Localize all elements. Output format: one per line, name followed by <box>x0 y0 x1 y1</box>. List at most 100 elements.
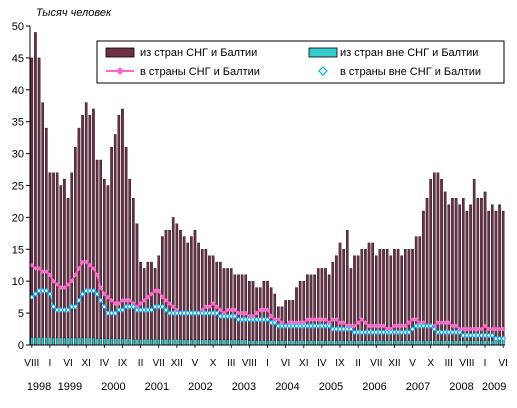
bar-cis-in <box>440 178 443 346</box>
point-noncis-out <box>435 329 441 336</box>
point-noncis-out <box>43 287 50 294</box>
bar-noncis-in <box>400 340 403 346</box>
bar-cis-in <box>66 198 70 346</box>
point-cis-out <box>214 304 220 310</box>
bar-cis-in <box>226 268 229 346</box>
bar-cis-in <box>81 115 84 346</box>
bar-noncis-in <box>211 339 215 346</box>
x-year-label: 1999 <box>58 381 82 393</box>
x-month-label: X <box>427 358 434 369</box>
bar-noncis-in <box>142 339 146 346</box>
bar-noncis-in <box>226 339 229 346</box>
bar-noncis-in <box>95 338 99 346</box>
point-cis-out <box>489 326 495 332</box>
bar-noncis-in <box>215 339 219 346</box>
point-noncis-out <box>406 329 412 336</box>
point-noncis-out <box>355 329 361 336</box>
bar-noncis-in <box>146 339 150 346</box>
point-cis-out <box>83 259 89 265</box>
point-noncis-out <box>373 329 380 336</box>
point-cis-out <box>235 310 242 316</box>
bar-noncis-in <box>233 339 237 346</box>
point-noncis-out <box>170 310 177 316</box>
point-cis-out <box>47 272 53 278</box>
bar-cis-in <box>84 102 88 346</box>
point-cis-out <box>304 316 310 323</box>
bar-noncis-in <box>121 338 124 346</box>
bar-cis-in <box>204 249 208 346</box>
point-noncis-out <box>427 323 434 329</box>
point-noncis-out <box>395 329 401 336</box>
bar-cis-in <box>161 236 164 346</box>
point-cis-out <box>322 316 329 323</box>
point-noncis-out <box>445 329 452 336</box>
bar-noncis-in <box>81 337 84 346</box>
bar-cis-in <box>229 268 233 346</box>
point-noncis-out <box>65 307 71 313</box>
point-noncis-out <box>340 326 347 332</box>
bar-noncis-in <box>30 337 34 346</box>
point-noncis-out <box>496 335 503 342</box>
point-cis-out <box>112 300 118 307</box>
bar-noncis-in <box>389 340 393 346</box>
x-year-label: 2002 <box>188 381 212 393</box>
bar-cis-in <box>124 147 128 346</box>
bar-noncis-in <box>302 340 306 346</box>
point-cis-out <box>359 316 365 323</box>
point-noncis-out <box>148 307 155 313</box>
bar-noncis-in <box>84 337 88 346</box>
point-cis-out <box>141 297 147 303</box>
point-noncis-out <box>134 307 140 313</box>
x-month-label: VII <box>370 358 382 369</box>
bar-noncis-in <box>324 340 327 346</box>
y-tick-label: 10 <box>12 276 24 288</box>
bar-cis-in <box>37 57 41 346</box>
point-cis-out <box>32 265 38 271</box>
bar-noncis-in <box>306 340 309 346</box>
point-noncis-out <box>366 329 372 336</box>
point-cis-out <box>315 316 321 323</box>
y-tick-label: 40 <box>12 85 24 97</box>
point-noncis-out <box>192 310 198 316</box>
point-noncis-out <box>253 316 260 323</box>
bar-cis-in <box>414 236 418 346</box>
bar-cis-in <box>429 178 432 346</box>
point-cis-out <box>330 316 336 323</box>
point-noncis-out <box>290 323 296 329</box>
bar-noncis-in <box>222 339 226 346</box>
y-axis-title: Тысяч человек <box>36 7 112 19</box>
point-noncis-out <box>232 313 238 320</box>
point-cis-out <box>268 313 274 319</box>
bar-noncis-in <box>491 340 494 346</box>
point-cis-out <box>257 307 263 313</box>
point-cis-out <box>391 323 397 329</box>
bar-cis-in <box>494 210 498 346</box>
point-noncis-out <box>351 329 358 336</box>
point-noncis-out <box>50 303 57 310</box>
point-noncis-out <box>224 313 231 320</box>
bar-cis-in <box>52 172 55 346</box>
point-cis-out <box>471 326 477 332</box>
point-noncis-out <box>213 310 220 316</box>
bar-cis-in <box>316 268 320 346</box>
bar-cis-in <box>88 115 92 346</box>
bar-noncis-in <box>436 340 440 346</box>
bar-noncis-in <box>135 339 139 346</box>
bar-noncis-in <box>396 340 400 346</box>
point-noncis-out <box>333 326 340 332</box>
point-cis-out <box>105 294 111 300</box>
point-noncis-out <box>163 307 169 313</box>
point-noncis-out <box>286 323 293 329</box>
bar-noncis-in <box>298 340 302 346</box>
point-noncis-out <box>181 310 187 316</box>
bar-cis-in <box>258 287 262 346</box>
point-noncis-out <box>311 323 318 329</box>
bar-cis-in <box>458 204 461 346</box>
point-noncis-out <box>384 329 390 336</box>
bar-cis-in <box>501 210 505 346</box>
bar-cis-in <box>99 159 103 346</box>
bar-cis-in <box>63 178 66 346</box>
point-noncis-out <box>155 303 162 310</box>
legend-label-cis-out: в страны СНГ и Балтии <box>140 66 260 78</box>
x-year-label: 2006 <box>362 381 386 393</box>
